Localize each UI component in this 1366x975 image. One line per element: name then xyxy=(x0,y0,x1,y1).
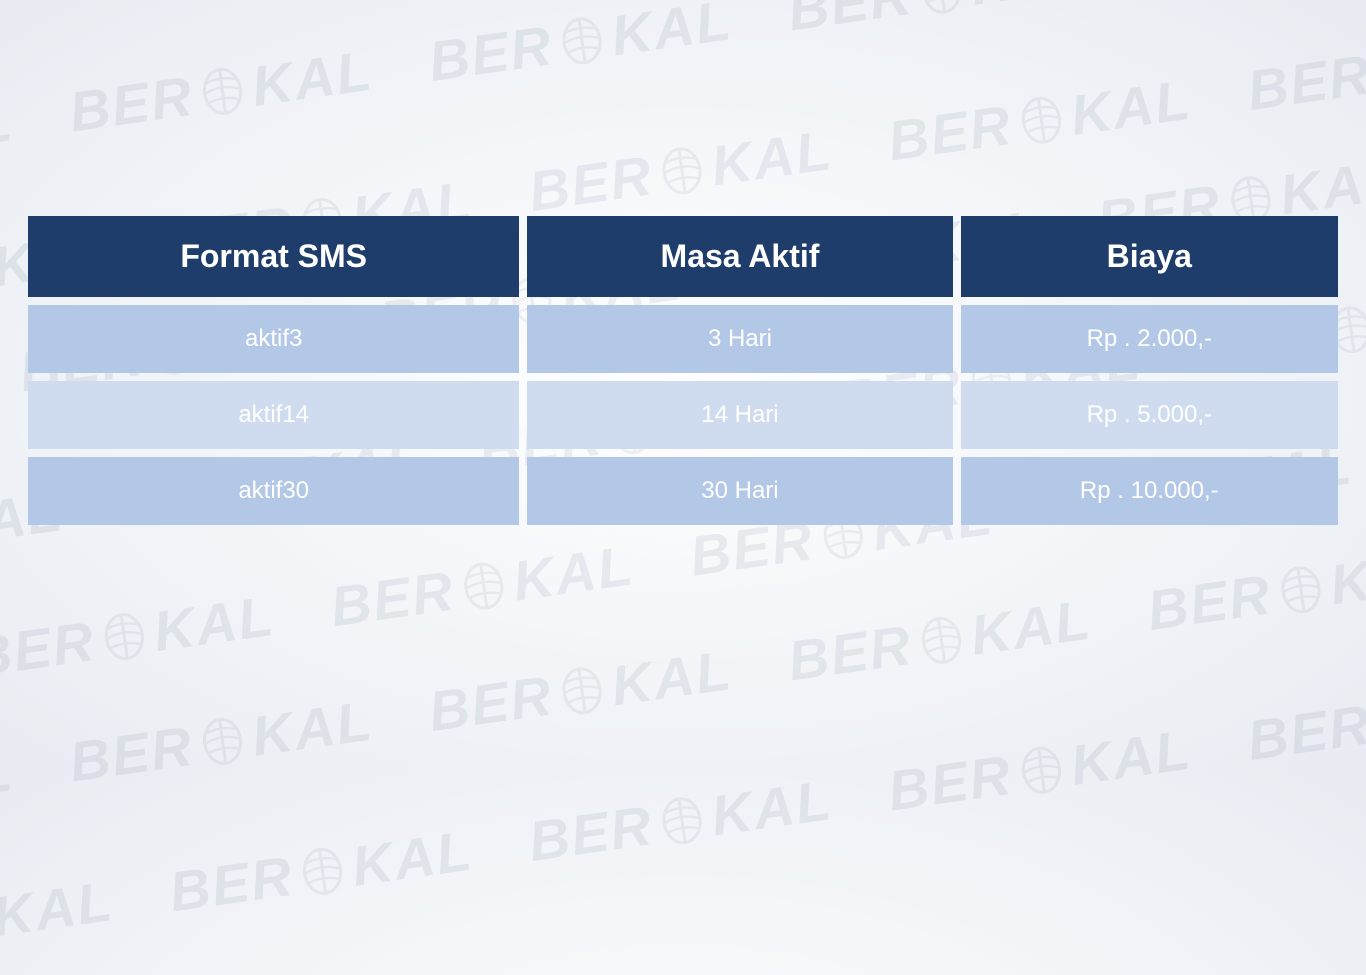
watermark-text: BERKAL xyxy=(884,67,1195,174)
watermark-text: BERKAL xyxy=(1143,536,1366,643)
watermark-text: BERKAL xyxy=(1243,16,1366,123)
watermark-text: BERKAL xyxy=(0,88,17,195)
cell-biaya: Rp . 5.000,- xyxy=(961,381,1338,449)
watermark-text: BERKAL xyxy=(0,738,17,845)
cell-biaya: Rp . 2.000,- xyxy=(961,305,1338,373)
column-header-masa-aktif: Masa Aktif xyxy=(527,216,952,297)
cell-masa-aktif: 30 Hari xyxy=(527,457,952,525)
price-table-container: Format SMS Masa Aktif Biaya aktif3 3 Har… xyxy=(20,208,1346,533)
cell-masa-aktif: 3 Hari xyxy=(527,305,952,373)
watermark-text: BERKAL xyxy=(884,717,1195,824)
watermark-text: BERKAL xyxy=(525,767,836,874)
watermark-text: BERKAL xyxy=(425,637,736,744)
column-header-format: Format SMS xyxy=(28,216,519,297)
watermark-text: BERKAL xyxy=(65,688,376,795)
watermark-text: BERKAL xyxy=(65,38,376,145)
watermark-text: BERKAL xyxy=(0,583,279,690)
cell-format: aktif3 xyxy=(28,305,519,373)
watermark-text: BERKAL xyxy=(784,0,1095,43)
column-header-biaya: Biaya xyxy=(961,216,1338,297)
price-table: Format SMS Masa Aktif Biaya aktif3 3 Har… xyxy=(20,208,1346,533)
table-row: aktif3 3 Hari Rp . 2.000,- xyxy=(28,305,1338,373)
watermark-text: BERKAL xyxy=(784,587,1095,694)
watermark-text: BERKAL xyxy=(1243,666,1366,773)
cell-format: aktif14 xyxy=(28,381,519,449)
watermark-text: BERKAL xyxy=(425,0,736,94)
cell-masa-aktif: 14 Hari xyxy=(527,381,952,449)
table-header-row: Format SMS Masa Aktif Biaya xyxy=(28,216,1338,297)
watermark-text: BERKAL xyxy=(0,868,117,975)
cell-biaya: Rp . 10.000,- xyxy=(961,457,1338,525)
table-row: aktif30 30 Hari Rp . 10.000,- xyxy=(28,457,1338,525)
table-row: aktif14 14 Hari Rp . 5.000,- xyxy=(28,381,1338,449)
watermark-text: BERKAL xyxy=(165,818,476,925)
cell-format: aktif30 xyxy=(28,457,519,525)
watermark-text: BERKAL xyxy=(326,532,637,639)
